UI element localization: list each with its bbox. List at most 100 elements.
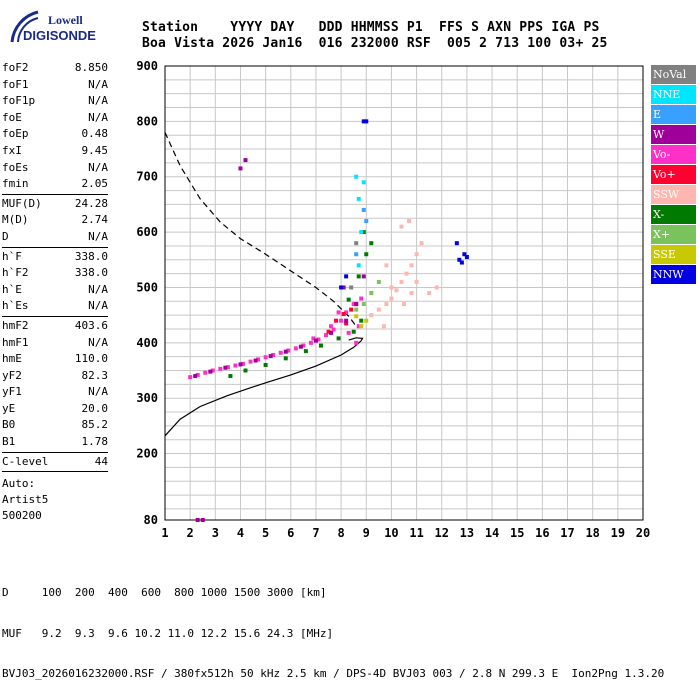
data-point-ssw: [414, 252, 419, 257]
data-point-vo: [356, 324, 361, 329]
param-value: 85.2: [81, 418, 109, 432]
param-label: h`F: [2, 249, 22, 263]
logo-line2: DIGISONDE: [23, 28, 96, 43]
x-tick-label: 19: [611, 526, 625, 540]
param-label: h`Es: [2, 299, 29, 313]
data-point-vo: [351, 302, 356, 307]
data-point-ssw: [399, 224, 404, 229]
x-tick-label: 13: [460, 526, 474, 540]
y-tick-label: 500: [136, 280, 158, 294]
param-row: B0 85.2: [2, 417, 108, 434]
param-row: h`E N/A: [2, 282, 108, 299]
legend-item-vo: Vo+: [651, 165, 696, 184]
data-point-w: [283, 349, 288, 354]
data-point-vo: [256, 357, 261, 362]
data-point-x: [263, 362, 268, 367]
data-point-ssw: [427, 291, 432, 295]
data-point-ssw: [369, 313, 374, 318]
data-point-x: [228, 374, 233, 379]
y-tick-label: 300: [136, 391, 158, 405]
data-point-nnw: [339, 285, 344, 290]
autoscaling-info: Auto:: [2, 477, 36, 491]
data-point-vo: [210, 368, 215, 373]
header-line-2: Boa Vista 2026 Jan16 016 232000 RSF 005 …: [142, 36, 608, 51]
data-point-vo: [311, 336, 316, 341]
param-value: N/A: [88, 94, 108, 108]
x-tick-label: 9: [363, 526, 370, 540]
legend-item-x: X-: [651, 205, 696, 224]
param-value: N/A: [88, 160, 108, 174]
x-tick-label: 2: [187, 526, 194, 540]
param-label: foE: [2, 110, 22, 124]
data-point-vo: [344, 310, 349, 315]
x-tick-label: 16: [535, 526, 549, 540]
data-point-w: [238, 362, 243, 367]
param-label: hmF1: [2, 335, 29, 349]
data-point-vo: [308, 340, 313, 345]
digisonde-logo: Lowell DIGISONDE: [8, 6, 118, 44]
param-value: 338.0: [74, 249, 108, 263]
electron-density-profile: [164, 337, 364, 437]
param-value: N/A: [88, 282, 108, 296]
data-point-vo: [293, 346, 298, 351]
param-row: yF1 N/A: [2, 384, 108, 401]
data-point-ssw: [402, 302, 406, 307]
data-point-x: [336, 336, 341, 341]
data-point-x: [354, 307, 359, 312]
y-tick-label: 80: [144, 513, 158, 527]
data-point-x: [283, 356, 288, 361]
x-tick-label: 10: [384, 526, 398, 540]
param-label: MUF(D): [2, 196, 42, 210]
param-value: N/A: [88, 299, 108, 313]
ionogram-plot: 1 2 3 4 5 6 7 8 9 10 11 12 13 14 15 16 17 18 19 20802003004…: [136, 59, 650, 540]
data-point-vo: [326, 329, 331, 334]
param-label: hmE: [2, 352, 22, 366]
param-row: MUF(D) 24.28: [2, 196, 108, 213]
data-point-vo: [301, 343, 306, 348]
data-point-w: [193, 374, 198, 379]
data-point-w: [243, 158, 248, 163]
param-row: h`F 338.0: [2, 249, 108, 266]
param-label: C-level: [2, 454, 49, 468]
data-point-w: [268, 354, 273, 359]
param-row: C-level 44: [2, 454, 108, 471]
param-value: 82.3: [81, 368, 109, 382]
x-tick-label: 12: [435, 526, 449, 540]
param-label: h`E: [2, 282, 22, 296]
legend-item-nnw: NNW: [651, 265, 696, 284]
data-point-w: [253, 358, 258, 363]
param-separator: [2, 193, 108, 195]
data-point-ssw: [376, 307, 381, 312]
param-row: yE 20.0: [2, 401, 108, 418]
param-separator: [2, 315, 108, 317]
footer: D 100 200 400 600 800 1000 1500 3000 [km…: [2, 559, 664, 694]
param-label: foF1p: [2, 94, 36, 108]
param-value: 1.78: [81, 435, 109, 449]
data-point-x: [369, 291, 374, 295]
param-value: N/A: [88, 385, 108, 399]
param-row: foF1 N/A: [2, 77, 108, 94]
param-label: h`F2: [2, 266, 29, 280]
data-point-vo: [329, 324, 334, 329]
data-point-sse: [359, 324, 364, 329]
data-point-vo: [203, 370, 208, 375]
data-point-w: [361, 274, 366, 279]
data-point-nnw: [344, 274, 349, 279]
y-tick-label: 700: [136, 170, 158, 184]
data-point-ssw: [434, 285, 439, 290]
data-point-vo: [344, 321, 349, 326]
param-row: fmin 2.05: [2, 176, 108, 193]
param-row: foEp 0.48: [2, 126, 108, 143]
param-value: 2.74: [81, 213, 109, 227]
data-point-w: [223, 365, 228, 370]
data-point-noval: [354, 241, 359, 246]
param-label: hmF2: [2, 318, 29, 332]
data-point-vo: [195, 372, 200, 377]
param-separator: [2, 246, 108, 248]
param-label: B1: [2, 435, 16, 449]
dashed-curve: [164, 132, 357, 327]
y-tick-label: 800: [136, 114, 158, 128]
param-label: foEs: [2, 160, 29, 174]
data-point-sse: [354, 314, 359, 319]
param-row: M(D) 2.74: [2, 212, 108, 229]
